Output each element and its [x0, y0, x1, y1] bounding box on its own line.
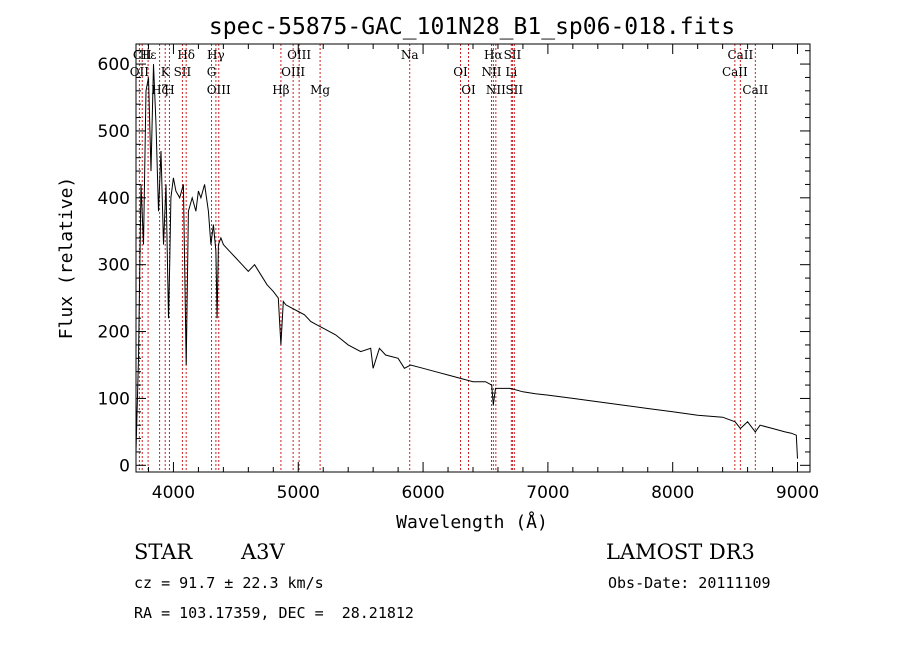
x-axis-title: Wavelength (Å) [396, 511, 548, 533]
line-label: H [164, 83, 174, 97]
spectrum-chart: spec-55875-GAC_101N28_B1_sp06-018.fits H… [56, 14, 819, 533]
line-label: OIII [287, 48, 311, 62]
x-tick-label: 4000 [152, 483, 195, 503]
spectral-subclass: A3V [241, 540, 285, 564]
x-tick-label: 9000 [776, 483, 819, 503]
line-label: CaII [727, 48, 753, 62]
spectrum-line [135, 64, 798, 459]
plot-frame [135, 43, 811, 473]
redshift-velocity: cz = 91.7 ± 22.3 km/s [134, 574, 324, 592]
line-label: G [207, 65, 217, 79]
line-label: Hδ [177, 48, 195, 62]
line-label: Hζ [151, 83, 168, 97]
line-label: SII [505, 83, 523, 97]
y-tick-label: 0 [119, 456, 130, 476]
y-tick-label: 300 [98, 256, 130, 276]
line-label: Hε [140, 48, 157, 62]
y-axis-title: Flux (relative) [56, 177, 77, 340]
line-label: Mg [310, 83, 330, 97]
line-label: Hγ [207, 48, 225, 62]
y-tick-label: 200 [98, 323, 130, 343]
x-tick-label: 8000 [651, 483, 694, 503]
object-class: STAR [134, 540, 193, 564]
line-label: OI [453, 65, 468, 79]
y-axis: 0 100 200 300 400 500 600 [98, 50, 810, 476]
y-tick-label: 500 [98, 122, 130, 142]
y-tick-label: 400 [98, 189, 130, 209]
line-label: K [161, 65, 171, 79]
line-label: OI [461, 83, 476, 97]
line-label: CaII [722, 65, 748, 79]
line-label: SII [504, 48, 522, 62]
spectral-line-markers [138, 44, 756, 472]
x-tick-label: 5000 [277, 483, 320, 503]
x-axis: 4000 5000 6000 7000 8000 9000 [147, 44, 819, 503]
y-tick-label: 600 [98, 55, 130, 75]
line-label: SII [174, 65, 192, 79]
coordinates: RA = 103.17359, DEC = 28.21812 [134, 604, 414, 622]
line-label: OIII [281, 65, 305, 79]
line-label: Li [505, 65, 517, 79]
line-label: CaII [742, 83, 768, 97]
x-tick-label: 6000 [401, 483, 444, 503]
line-label: OII [130, 65, 150, 79]
x-tick-label: 7000 [526, 483, 569, 503]
observation-date: Obs-Date: 20111109 [608, 574, 771, 592]
line-label: CII [133, 48, 152, 62]
line-label: Hβ [272, 83, 289, 97]
line-label: Na [401, 48, 419, 62]
chart-title: spec-55875-GAC_101N28_B1_sp06-018.fits [209, 14, 735, 40]
line-label: OIII [207, 83, 231, 97]
line-label: NII [486, 83, 506, 97]
survey-name: LAMOST DR3 [606, 540, 755, 564]
line-label: NII [481, 65, 501, 79]
line-label: Hα [484, 48, 503, 62]
y-tick-label: 100 [98, 389, 130, 409]
